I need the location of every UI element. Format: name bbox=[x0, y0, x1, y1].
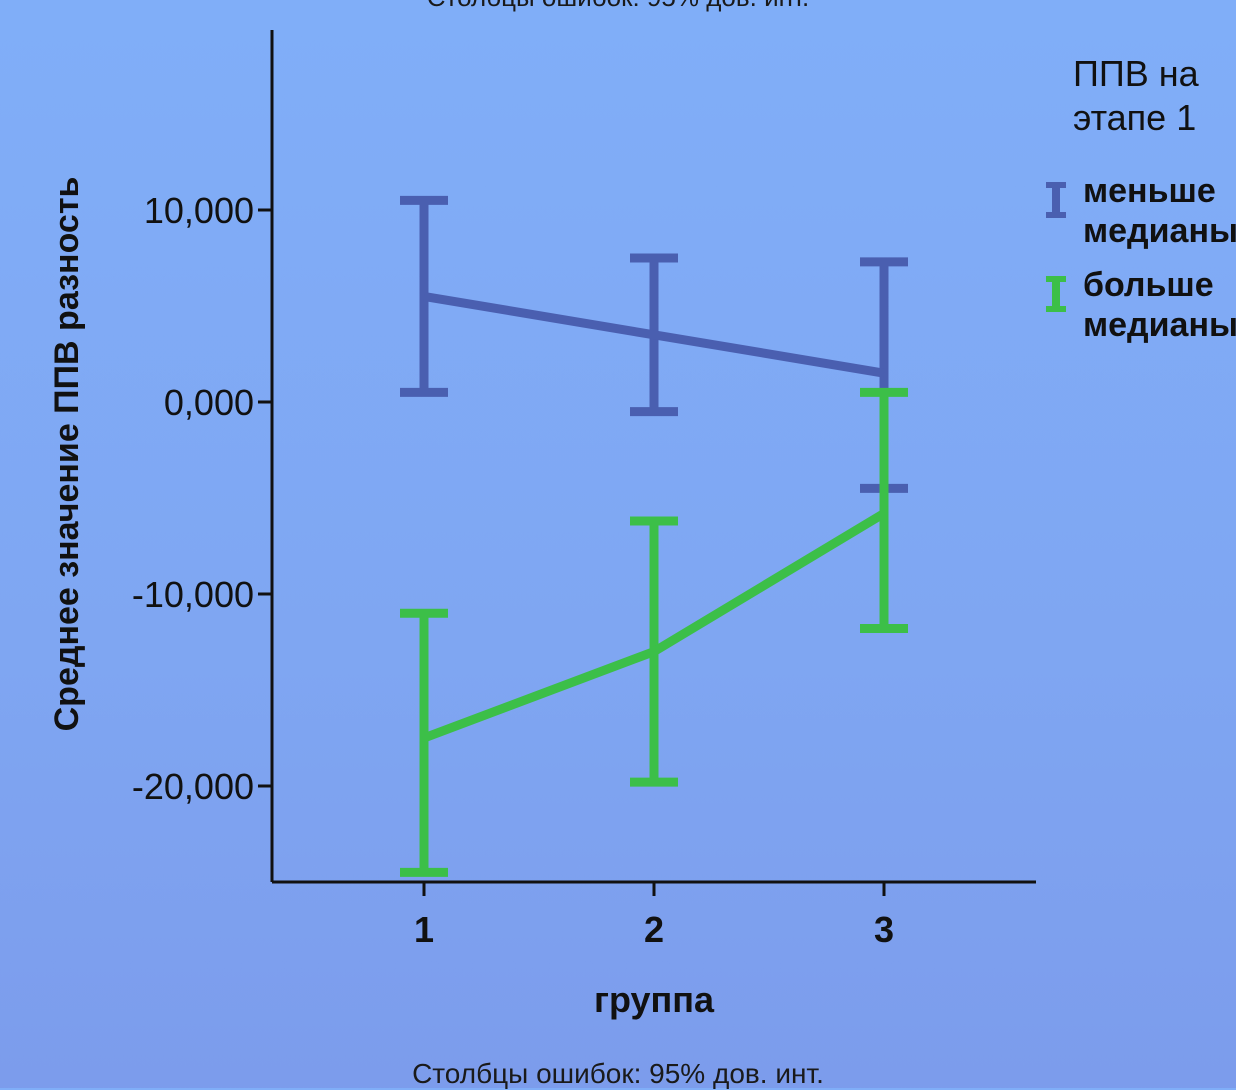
legend: ППВ на этапе 1 меньшемедианыбольшемедиан… bbox=[1046, 53, 1236, 344]
error-bar bbox=[860, 387, 908, 634]
series-line bbox=[422, 509, 887, 743]
legend-label: медианы bbox=[1083, 212, 1236, 250]
y-ticks: 10,000 0,000 -10,000 -20,000 bbox=[132, 190, 272, 807]
error-bar bbox=[400, 608, 448, 877]
x-axis-label: группа bbox=[594, 979, 715, 1020]
series-line bbox=[423, 291, 885, 378]
chart-caption-bottom: Столбцы ошибок: 95% дов. инт. bbox=[412, 1058, 824, 1089]
x-tick-label: 1 bbox=[414, 909, 434, 950]
y-tick-label: 10,000 bbox=[144, 190, 254, 231]
legend-title-line-2: этапе 1 bbox=[1073, 97, 1196, 138]
legend-title-line-1: ППВ на bbox=[1073, 53, 1200, 94]
legend-label: меньше bbox=[1083, 172, 1216, 210]
series-2 bbox=[400, 387, 908, 877]
x-tick-label: 2 bbox=[644, 909, 664, 950]
legend-marker bbox=[1052, 278, 1060, 310]
series-layer bbox=[400, 195, 908, 877]
series-1 bbox=[400, 195, 908, 493]
legend-marker bbox=[1052, 184, 1060, 216]
y-axis-label: Среднее значение ППВ разность bbox=[48, 177, 86, 732]
x-tick-label: 3 bbox=[874, 909, 894, 950]
y-tick-label: 0,000 bbox=[164, 382, 254, 423]
chart-caption-top: Столбцы ошибок: 95% дов. инт. bbox=[0, 0, 1236, 13]
y-tick-label: -20,000 bbox=[132, 766, 254, 807]
legend-label: медианы bbox=[1083, 306, 1236, 344]
y-tick-label: -10,000 bbox=[132, 574, 254, 615]
legend-label: больше bbox=[1083, 266, 1214, 304]
x-ticks: 1 2 3 bbox=[414, 882, 894, 950]
